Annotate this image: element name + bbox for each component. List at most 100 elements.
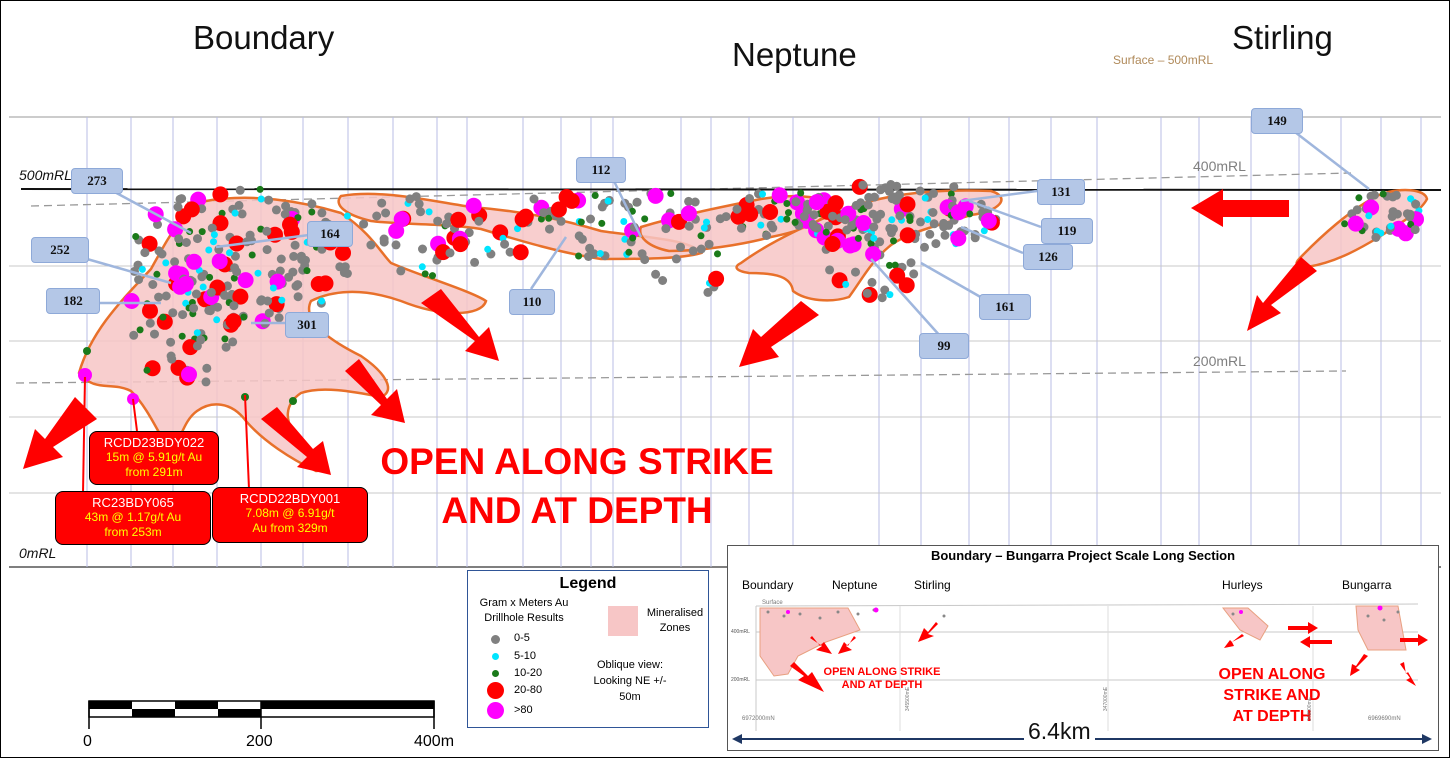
drillhole-point (230, 274, 238, 282)
callout-164: 164 (307, 221, 353, 247)
drillhole-point (207, 223, 217, 233)
drillhole-point (153, 220, 162, 229)
drillhole-point (703, 287, 713, 297)
drillhole-point (450, 211, 467, 228)
drillhole-point (452, 236, 469, 253)
drillhole-point (700, 224, 708, 232)
drillhole-point (199, 283, 207, 291)
drillhole-point (372, 211, 382, 221)
drillhole-point (888, 216, 896, 224)
callout-112: 112 (576, 157, 626, 183)
drill-intercept: 15m @ 5.91g/t Au (105, 450, 203, 464)
drillhole-point (825, 265, 835, 275)
drillhole-point (206, 287, 216, 297)
inset-easting-2: 347000mE (1103, 686, 1110, 712)
callout-149: 149 (1251, 108, 1303, 134)
legend-label-0-5: 0-5 (514, 632, 530, 644)
drillhole-point (425, 208, 433, 216)
drillhole-point (577, 218, 585, 226)
drillhole-point (83, 347, 91, 355)
callout-252: 252 (31, 237, 89, 263)
rl-400-label: 400mRL (1193, 158, 1246, 174)
drillhole-point (966, 210, 974, 218)
drillhole-point (202, 363, 212, 373)
drillhole-point (950, 204, 967, 221)
inset-label-boundary: Boundary (742, 578, 794, 592)
drill-result-rcdd23bdy022: RCDD23BDY022 15m @ 5.91g/t Au from 291m (89, 431, 219, 485)
drillhole-point (193, 329, 201, 337)
drillhole-point (842, 280, 850, 288)
scale-label-400: 400m (414, 733, 455, 750)
drillhole-point (791, 197, 801, 207)
drillhole-point (684, 196, 694, 206)
drillhole-point (880, 285, 890, 295)
header-stirling: Stirling (1232, 19, 1333, 56)
legend-dot-10-20 (492, 670, 499, 677)
drillhole-point (474, 216, 484, 226)
drillhole-point (732, 204, 742, 214)
callout-110: 110 (509, 289, 555, 315)
drillhole-point (597, 202, 607, 212)
legend-dot-0-5 (491, 635, 500, 644)
drillhole-point (870, 234, 878, 242)
drillhole-point (278, 296, 286, 304)
drillhole-point (178, 332, 186, 340)
drillhole-point (234, 200, 244, 210)
surface-rl-label: Surface – 500mRL (1113, 53, 1214, 67)
drillhole-point (129, 330, 139, 340)
callout-301: 301 (285, 312, 329, 338)
drillhole-point (429, 272, 436, 280)
header-boundary: Boundary (193, 19, 335, 56)
drillhole-point (875, 237, 885, 247)
drill-hole-id: RC23BDY065 (92, 495, 174, 510)
drillhole-point (290, 240, 300, 250)
drillhole-point (168, 308, 178, 318)
drillhole-point (123, 293, 140, 309)
drillhole-point (189, 303, 199, 313)
drillhole-point (574, 231, 584, 241)
callout-182: 182 (46, 288, 100, 314)
drillhole-point (539, 208, 549, 218)
drillhole-point (379, 234, 389, 244)
extension-arrows (23, 189, 1317, 475)
arrow-sw-far (23, 397, 97, 469)
drillhole-point (235, 185, 245, 195)
drillhole-point (205, 246, 213, 254)
drillhole-point (366, 240, 376, 250)
drillhole-point (651, 269, 661, 279)
drillhole-point (591, 192, 599, 199)
drillhole-point (303, 267, 311, 275)
drillhole-point (221, 335, 229, 343)
drillhole-point (1371, 233, 1381, 242)
inset-label-neptune: Neptune (832, 578, 878, 592)
drillhole-point (226, 249, 233, 257)
drillhole-point (916, 217, 925, 227)
drillhole-point (186, 253, 203, 270)
drillhole-point (697, 232, 705, 240)
drillhole-point (274, 313, 284, 323)
drillhole-point (823, 221, 833, 231)
drillhole-point (418, 244, 427, 254)
drillhole-point (931, 239, 941, 249)
drillhole-point (418, 263, 426, 271)
drillhole-point (257, 195, 265, 203)
drillhole-point (1397, 225, 1414, 242)
drillhole-point (768, 223, 778, 233)
drillhole-point (218, 209, 226, 217)
drillhole-point (377, 198, 387, 208)
drillhole-point (228, 337, 238, 347)
drillhole-point (620, 218, 628, 225)
inset-northing-east: 6969690mN (1368, 716, 1401, 722)
drillhole-point (225, 313, 242, 330)
rl-500-label: 500mRL (19, 167, 72, 183)
drillhole-point (703, 218, 710, 226)
drillhole-point (396, 266, 406, 276)
drillhole-point (858, 180, 868, 190)
drillhole-point (335, 244, 351, 261)
drillhole-point (391, 240, 401, 250)
drillhole-point (231, 209, 239, 217)
drillhole-point (308, 208, 316, 216)
drillhole-point (193, 234, 202, 244)
open-along-strike-text: OPEN ALONG STRIKE AND AT DEPTH (367, 437, 787, 535)
inset-surface-label: Surface (762, 600, 783, 606)
